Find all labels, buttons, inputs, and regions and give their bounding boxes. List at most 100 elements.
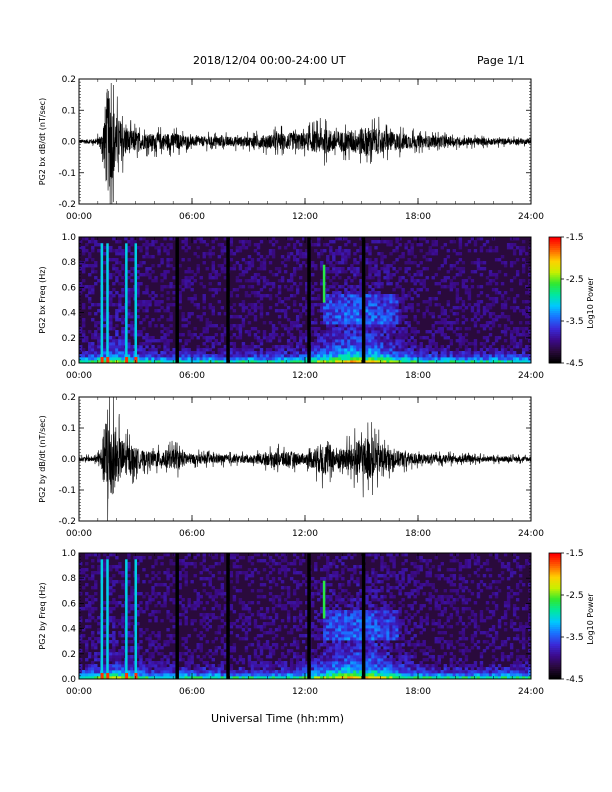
spectrogram-cell <box>341 297 345 301</box>
spectrogram-cell <box>220 553 225 557</box>
spectrogram-cell <box>154 595 158 599</box>
spectrogram-cell <box>425 330 429 334</box>
spectrogram-cell <box>301 354 306 358</box>
spectrogram-cell <box>389 348 393 352</box>
spectrogram-cell <box>139 261 143 265</box>
spectrogram-cell <box>121 339 125 343</box>
spectrogram-cell <box>440 327 445 331</box>
spectrogram-cell <box>232 646 237 650</box>
spectrogram-cell <box>359 288 363 292</box>
spectrogram-cell <box>383 267 387 271</box>
spectrogram-cell <box>139 670 143 674</box>
colorbar-band <box>549 245 561 248</box>
spectrogram-cell <box>277 354 282 358</box>
spectrogram-cell <box>121 252 125 256</box>
spectrogram-cell <box>139 676 143 680</box>
spectrogram-cell <box>500 348 505 352</box>
spectrogram-cell <box>283 327 288 331</box>
spectrogram-cell <box>136 577 140 581</box>
spectrogram-cell <box>223 327 228 331</box>
spectrogram-cell <box>295 315 300 319</box>
spectrogram-cell <box>407 303 411 307</box>
spectrogram-cell <box>494 246 499 250</box>
spectrogram-cell <box>359 321 363 325</box>
spectrogram-cell <box>139 592 143 596</box>
spectrogram-cell <box>314 264 318 268</box>
spectrogram-cell <box>283 357 288 361</box>
spectrogram-cell <box>232 324 237 328</box>
spectrogram-cell <box>205 336 209 340</box>
spectrogram-cell <box>377 297 381 301</box>
x-tick-label: 18:00 <box>405 529 431 539</box>
spectrogram-cell <box>235 279 240 283</box>
spectrogram-cell <box>172 267 176 271</box>
spectrogram-cell <box>320 264 324 268</box>
spectrogram-cell <box>160 300 164 304</box>
spectrogram-cell <box>253 345 258 349</box>
spectrogram-cell <box>238 303 243 307</box>
spectrogram-cell <box>163 351 167 355</box>
spectrogram-cell <box>181 345 185 349</box>
spectrogram-cell <box>359 258 363 262</box>
spectral-line-peak <box>106 357 110 363</box>
spectrogram-cell <box>404 267 408 271</box>
spectrogram-cell <box>91 571 95 575</box>
spectrogram-cell <box>103 601 107 605</box>
spectrogram-cell <box>341 249 345 253</box>
spectrogram-cell <box>220 267 225 271</box>
spectrogram-cell <box>241 270 246 274</box>
spectrogram-cell <box>262 646 267 650</box>
spectrogram-cell <box>130 604 134 608</box>
spectrogram-cell <box>250 279 255 283</box>
spectrogram-cell <box>247 655 252 659</box>
spectrogram-cell <box>353 261 357 265</box>
spectrogram-cell <box>244 646 249 650</box>
spectrogram-cell <box>211 556 215 560</box>
spectrogram-cell <box>356 354 360 358</box>
spectrogram-cell <box>392 300 396 304</box>
spectrogram-cell <box>449 285 454 289</box>
spectrogram-cell <box>428 252 432 256</box>
spectrogram-cell <box>196 655 200 659</box>
spectrogram-cell <box>389 273 393 277</box>
spectrogram-cell <box>386 276 390 280</box>
spectrogram-cell <box>142 255 146 259</box>
spectrogram-cell <box>491 354 496 358</box>
spectrogram-cell <box>187 670 191 674</box>
spectrogram-cell <box>166 574 170 578</box>
spectrogram-cell <box>326 303 330 307</box>
spectrogram-cell <box>238 249 243 253</box>
spectrogram-cell <box>172 553 176 557</box>
spectrogram-cell <box>473 354 478 358</box>
spectrogram-cell <box>91 598 95 602</box>
spectrogram-cell <box>398 312 402 316</box>
spectrogram-cell <box>250 261 255 265</box>
spectrogram-cell <box>344 309 348 313</box>
spectrogram-cell <box>109 580 113 584</box>
spectrogram-cell <box>238 655 243 659</box>
spectrogram-cell <box>154 670 158 674</box>
spectrogram-cell <box>139 246 143 250</box>
spectrogram-cell <box>464 285 469 289</box>
spectrogram-cell <box>109 577 113 581</box>
spectrogram-cell <box>199 670 203 674</box>
spectrogram-cell <box>386 330 390 334</box>
spectrogram-cell <box>326 348 330 352</box>
spectrogram-cell <box>82 586 86 590</box>
spectrogram-cell <box>118 357 122 361</box>
spectrogram-cell <box>416 279 420 283</box>
spectrogram-cell <box>136 562 140 566</box>
spectrogram-cell <box>205 670 209 674</box>
spectrogram-cell <box>488 273 493 277</box>
spectrogram-cell <box>259 309 264 313</box>
spectrogram-cell <box>262 568 267 572</box>
spectrogram-cell <box>431 249 435 253</box>
spectrogram-cell <box>211 246 215 250</box>
spectrogram-cell <box>491 321 496 325</box>
spectrogram-cell <box>298 252 303 256</box>
spectrogram-cell <box>247 583 252 587</box>
spectrogram-cell <box>160 294 164 298</box>
spectrogram-cell <box>332 354 336 358</box>
spectrogram-cell <box>464 318 469 322</box>
spectrogram-cell <box>202 294 206 298</box>
